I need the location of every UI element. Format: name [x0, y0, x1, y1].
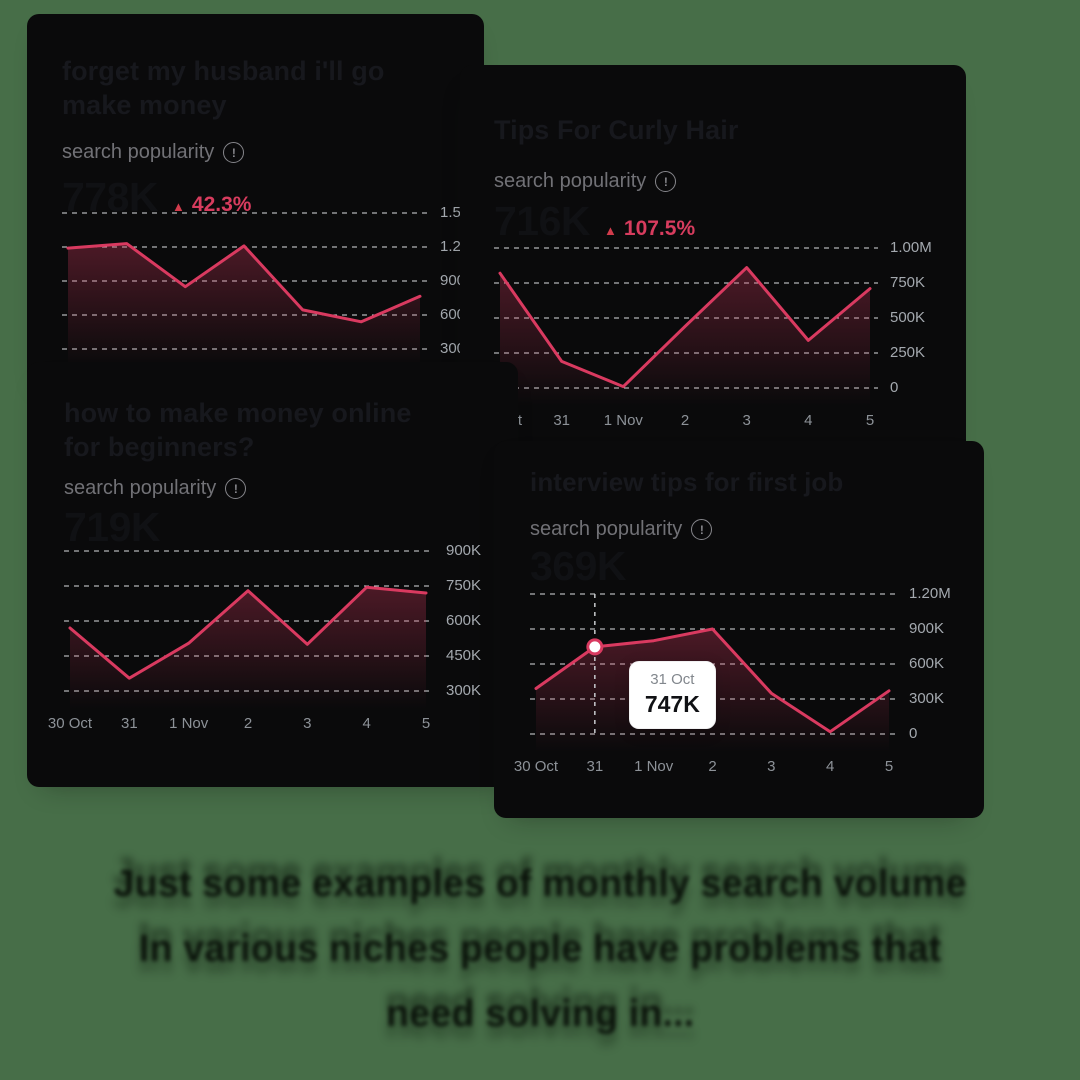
tooltip-date: 31 Oct — [650, 670, 695, 688]
caption-line-1: Just some examples of monthly search vol… — [113, 863, 967, 905]
metric-row: search popularity ! — [530, 518, 713, 541]
y-axis-label: 250K — [890, 344, 926, 361]
x-axis-label: 30 Oct — [47, 715, 93, 732]
caption-line-2: In various niches people have problems t… — [138, 928, 942, 970]
keyword-title: Tips For Curly Hair — [494, 115, 739, 145]
caption: Just some examples of monthly search vol… — [0, 852, 1080, 1047]
y-axis-label: 300K — [446, 682, 482, 699]
x-axis-label: 1 Nov — [634, 758, 674, 775]
keyword-title: interview tips for first job — [530, 467, 844, 497]
keyword-card-3: how to make money online for beginners? … — [27, 362, 518, 787]
up-triangle-icon: ▲ — [604, 223, 617, 238]
value-row: 778K ▲ 42.3% — [62, 174, 251, 221]
y-axis-label: 900K — [446, 542, 482, 559]
y-axis-label: 300K — [909, 690, 945, 707]
info-icon[interactable]: ! — [655, 171, 677, 192]
x-axis-label: 2 — [243, 715, 253, 732]
y-axis-label: 1.00M — [890, 239, 932, 256]
x-axis-label: 31 — [586, 758, 604, 775]
metric-row: search popularity ! — [64, 477, 247, 500]
y-axis-label: 900K — [909, 620, 945, 637]
delta-value: 42.3% — [191, 193, 252, 216]
delta-value: 107.5% — [623, 217, 696, 240]
y-axis-label: 600K — [909, 655, 945, 672]
x-axis-label: 5 — [865, 412, 875, 429]
info-icon[interactable]: ! — [223, 142, 245, 163]
keyword-card-2: Tips For Curly Hair search popularity ! … — [460, 65, 966, 455]
up-triangle-icon: ▲ — [172, 199, 185, 214]
y-axis-label: 0 — [890, 379, 899, 396]
x-axis-label: 1 Nov — [169, 715, 209, 732]
metric-label: search popularity — [64, 477, 217, 499]
value-row: 719K — [64, 504, 161, 551]
metric-row: search popularity ! — [494, 170, 677, 193]
x-axis-label: 3 — [767, 758, 776, 775]
delta-badge: ▲ 42.3% — [172, 193, 251, 217]
search-popularity-chart[interactable]: 1.20M 900K 600K 300K 0 30 Oct 31 1 Nov 2 3 4 5 31 Oc… — [514, 585, 961, 786]
x-axis-label: 1 Nov — [603, 412, 643, 429]
tooltip-value: 747K — [644, 690, 700, 717]
search-popularity-chart[interactable]: 900K 750K 600K 450K 300K 30 Oct 31 1 Nov 2 3 4 5 — [48, 542, 498, 743]
x-axis-label: 4 — [362, 715, 371, 732]
y-axis-label: 450K — [446, 647, 482, 664]
x-axis-label: 31 — [120, 715, 138, 732]
y-axis-label: 750K — [890, 274, 926, 291]
x-axis-label: 4 — [804, 412, 813, 429]
keyword-card-1: forget my husband i'll go make money sea… — [27, 14, 484, 387]
x-axis-label: 3 — [303, 715, 312, 732]
metric-label: search popularity — [62, 141, 215, 163]
value-row: 716K ▲ 107.5% — [494, 198, 695, 245]
keyword-title: how to make money online for beginners? — [64, 398, 412, 462]
x-axis-label: 4 — [825, 758, 835, 775]
x-axis-label: 2 — [708, 758, 717, 775]
search-volume-value: 716K — [494, 198, 591, 244]
y-axis-label: 600K — [446, 612, 482, 629]
search-volume-value: 719K — [64, 504, 161, 550]
y-axis-label: 750K — [446, 577, 482, 594]
metric-label: search popularity — [494, 170, 647, 192]
x-axis-label: 2 — [680, 412, 690, 429]
x-axis-label: 5 — [884, 758, 894, 775]
chart-svg — [494, 247, 878, 406]
metric-label: search popularity — [530, 518, 683, 540]
x-axis-label: 30 Oct — [513, 758, 559, 775]
metric-row: search popularity ! — [62, 141, 245, 164]
chart-svg — [64, 550, 434, 709]
y-axis-label: 500K — [890, 309, 926, 326]
x-axis-label: 5 — [421, 715, 431, 732]
keyword-title: forget my husband i'll go make money — [62, 56, 385, 120]
y-axis-label: 0 — [909, 725, 918, 742]
chart-svg — [62, 212, 428, 367]
search-volume-value: 369K — [530, 543, 627, 589]
value-row: 369K — [530, 543, 627, 590]
delta-badge: ▲ 107.5% — [604, 217, 695, 241]
chart-tooltip: 31 Oct 747K — [628, 660, 716, 729]
x-axis-label: 31 — [553, 412, 570, 429]
keyword-card-4: interview tips for first job search popu… — [494, 441, 984, 818]
info-icon[interactable]: ! — [691, 519, 713, 540]
search-volume-value: 778K — [62, 174, 159, 220]
info-icon[interactable]: ! — [225, 478, 247, 499]
chart-svg — [530, 593, 897, 752]
y-axis-label: 1.20M — [909, 585, 951, 602]
caption-line-3: need solving in... — [385, 993, 695, 1035]
x-axis-label: 3 — [742, 412, 751, 429]
